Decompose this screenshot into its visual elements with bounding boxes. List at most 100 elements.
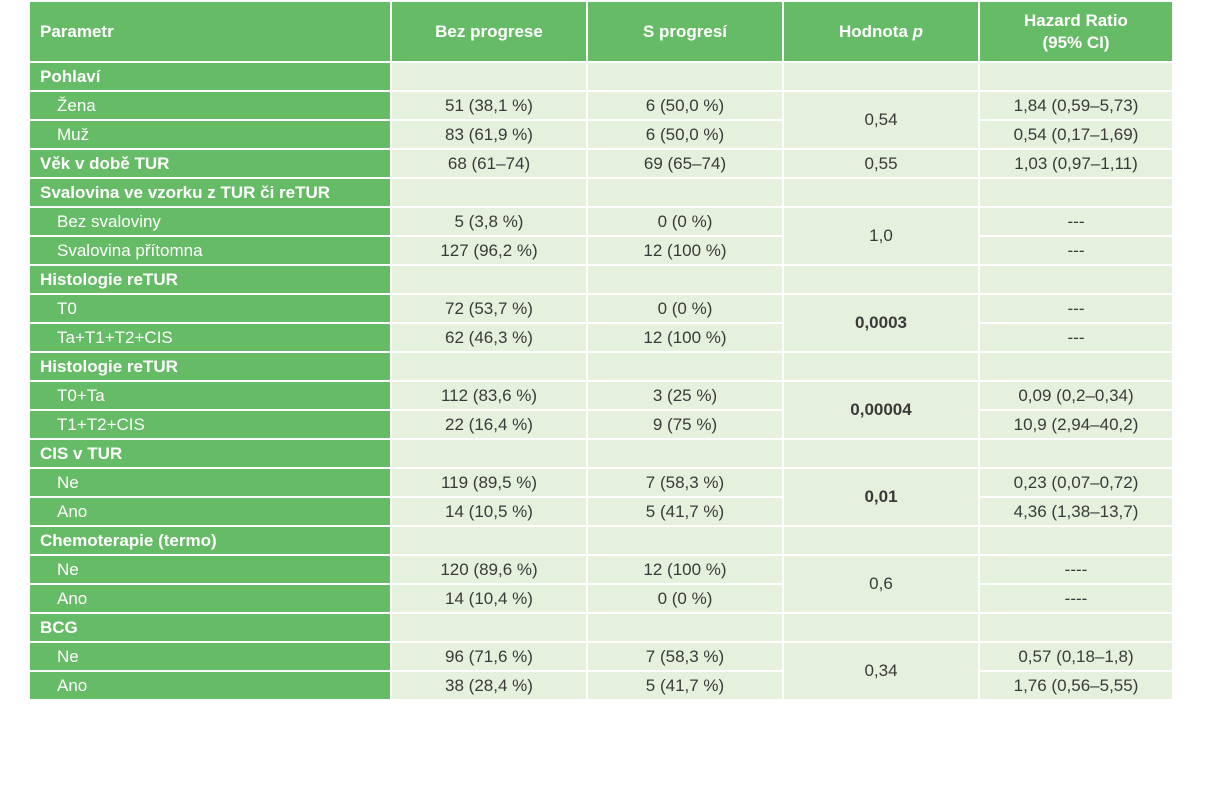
parameter-label: Ano [28,670,392,701]
table-row: Žena 51 (38,1 %) 6 (50,0 %) 0,54 1,84 (0,59–… [28,90,1174,150]
hazard-ratio-cell: 4,36 (1,38–13,7) [978,496,1174,527]
p-value-cell: 0,6 [782,554,980,614]
hazard-ratio-cell [978,525,1174,556]
parameter-label: Ne [28,641,392,672]
parameter-label: Ta+T1+T2+CIS [28,322,392,353]
p-value-cell [782,264,980,295]
s-progresi-cell: 3 (25 %) [586,380,784,411]
s-progresi-cell: 7 (58,3 %) [586,467,784,498]
header-p-italic: p [912,21,924,41]
hazard-ratio-cell [978,177,1174,208]
s-progresi-cell: 9 (75 %) [586,409,784,440]
s-progresi-cell [586,612,784,643]
group-label: Věk v době TUR [28,148,392,179]
p-value-cell [782,351,980,382]
group-label: CIS v TUR [28,438,392,469]
header-hodnota-p: Hodnota p [782,0,980,63]
group-label: Svalovina ve vzorku z TUR či reTUR [28,177,392,208]
parameter-label: T1+T2+CIS [28,409,392,440]
group-label: BCG [28,612,392,643]
table-body: Parametr Bez progrese S progresí Hodnota… [28,0,1174,701]
parameter-label: Ano [28,496,392,527]
hazard-ratio-cell: 1,84 (0,59–5,73) [978,90,1174,121]
bez-progrese-cell: 72 (53,7 %) [390,293,588,324]
parameter-label: Ne [28,554,392,585]
hazard-ratio-cell: 0,57 (0,18–1,8) [978,641,1174,672]
hazard-ratio-cell: 10,9 (2,94–40,2) [978,409,1174,440]
hazard-ratio-cell: 0,23 (0,07–0,72) [978,467,1174,498]
table-row: Ano 14 (10,4 %) 0 (0 %) ---- [28,583,1174,614]
hazard-ratio-cell: --- [978,206,1174,237]
group-row: BCG [28,612,1174,643]
p-value-cell: 0,0003 [782,293,980,353]
s-progresi-cell: 5 (41,7 %) [586,496,784,527]
s-progresi-cell: 6 (50,0 %) [586,119,784,150]
parameter-label: Svalovina přítomna [28,235,392,266]
header-parametr: Parametr [28,0,392,63]
hazard-ratio-cell: --- [978,322,1174,353]
hazard-ratio-cell: 0,09 (0,2–0,34) [978,380,1174,411]
table-row: Ne 119 (89,5 %) 7 (58,3 %) 0,01 0,23 (0,07–0… [28,467,1174,527]
bez-progrese-cell: 5 (3,8 %) [390,206,588,237]
bez-progrese-cell [390,177,588,208]
table-row: Ne 120 (89,6 %) 12 (100 %) 0,6 ---- [28,554,1174,614]
bez-progrese-cell: 14 (10,4 %) [390,583,588,614]
p-value-cell: 0,00004 [782,380,980,440]
s-progresi-cell: 0 (0 %) [586,206,784,237]
s-progresi-cell [586,438,784,469]
bez-progrese-cell: 62 (46,3 %) [390,322,588,353]
hazard-ratio-cell [978,438,1174,469]
parameter-label: T0 [28,293,392,324]
header-hodnota-text: Hodnota [838,21,913,41]
s-progresi-cell [586,61,784,92]
s-progresi-cell: 12 (100 %) [586,554,784,585]
group-label: Pohlaví [28,61,392,92]
s-progresi-cell: 0 (0 %) [586,583,784,614]
s-progresi-cell: 7 (58,3 %) [586,641,784,672]
p-value-cell [782,177,980,208]
parameter-label: Bez svaloviny [28,206,392,237]
bez-progrese-cell [390,61,588,92]
hazard-ratio-cell [978,351,1174,382]
s-progresi-cell: 5 (41,7 %) [586,670,784,701]
s-progresi-cell: 69 (65–74) [586,148,784,179]
hazard-ratio-cell [978,264,1174,295]
bez-progrese-cell: 68 (61–74) [390,148,588,179]
group-label: Chemoterapie (termo) [28,525,392,556]
hazard-ratio-cell: --- [978,235,1174,266]
table-row: Muž 83 (61,9 %) 6 (50,0 %) 0,54 (0,17–1,69) [28,119,1174,150]
bez-progrese-cell [390,438,588,469]
s-progresi-cell [586,177,784,208]
parameter-label: Žena [28,90,392,121]
header-row: Parametr Bez progrese S progresí Hodnota… [28,0,1174,63]
group-label: Histologie reTUR [28,351,392,382]
p-value-cell: 1,0 [782,206,980,266]
s-progresi-cell [586,525,784,556]
bez-progrese-cell [390,612,588,643]
hazard-ratio-cell: ---- [978,554,1174,585]
p-value-cell [782,525,980,556]
table-row: Ano 14 (10,5 %) 5 (41,7 %) 4,36 (1,38–13,7) [28,496,1174,527]
bez-progrese-cell: 119 (89,5 %) [390,467,588,498]
hazard-ratio-cell [978,61,1174,92]
p-value-cell: 0,34 [782,641,980,701]
p-value-cell: 0,01 [782,467,980,527]
bez-progrese-cell: 120 (89,6 %) [390,554,588,585]
bez-progrese-cell: 127 (96,2 %) [390,235,588,266]
bez-progrese-cell [390,351,588,382]
p-value-cell [782,438,980,469]
parameter-label: Ne [28,467,392,498]
s-progresi-cell [586,264,784,295]
s-progresi-cell: 0 (0 %) [586,293,784,324]
table-row: Bez svaloviny 5 (3,8 %) 0 (0 %) 1,0 --- [28,206,1174,266]
hazard-ratio-cell: --- [978,293,1174,324]
bez-progrese-cell: 112 (83,6 %) [390,380,588,411]
table-row: Ano 38 (28,4 %) 5 (41,7 %) 1,76 (0,56–5,55) [28,670,1174,701]
header-s-progresi: S progresí [586,0,784,63]
group-row: Chemoterapie (termo) [28,525,1174,556]
bez-progrese-cell: 38 (28,4 %) [390,670,588,701]
hazard-ratio-cell: 1,03 (0,97–1,11) [978,148,1174,179]
table-row: Svalovina přítomna 127 (96,2 %) 12 (100 %)… [28,235,1174,266]
table-row: T0 72 (53,7 %) 0 (0 %) 0,0003 --- [28,293,1174,353]
bez-progrese-cell [390,264,588,295]
